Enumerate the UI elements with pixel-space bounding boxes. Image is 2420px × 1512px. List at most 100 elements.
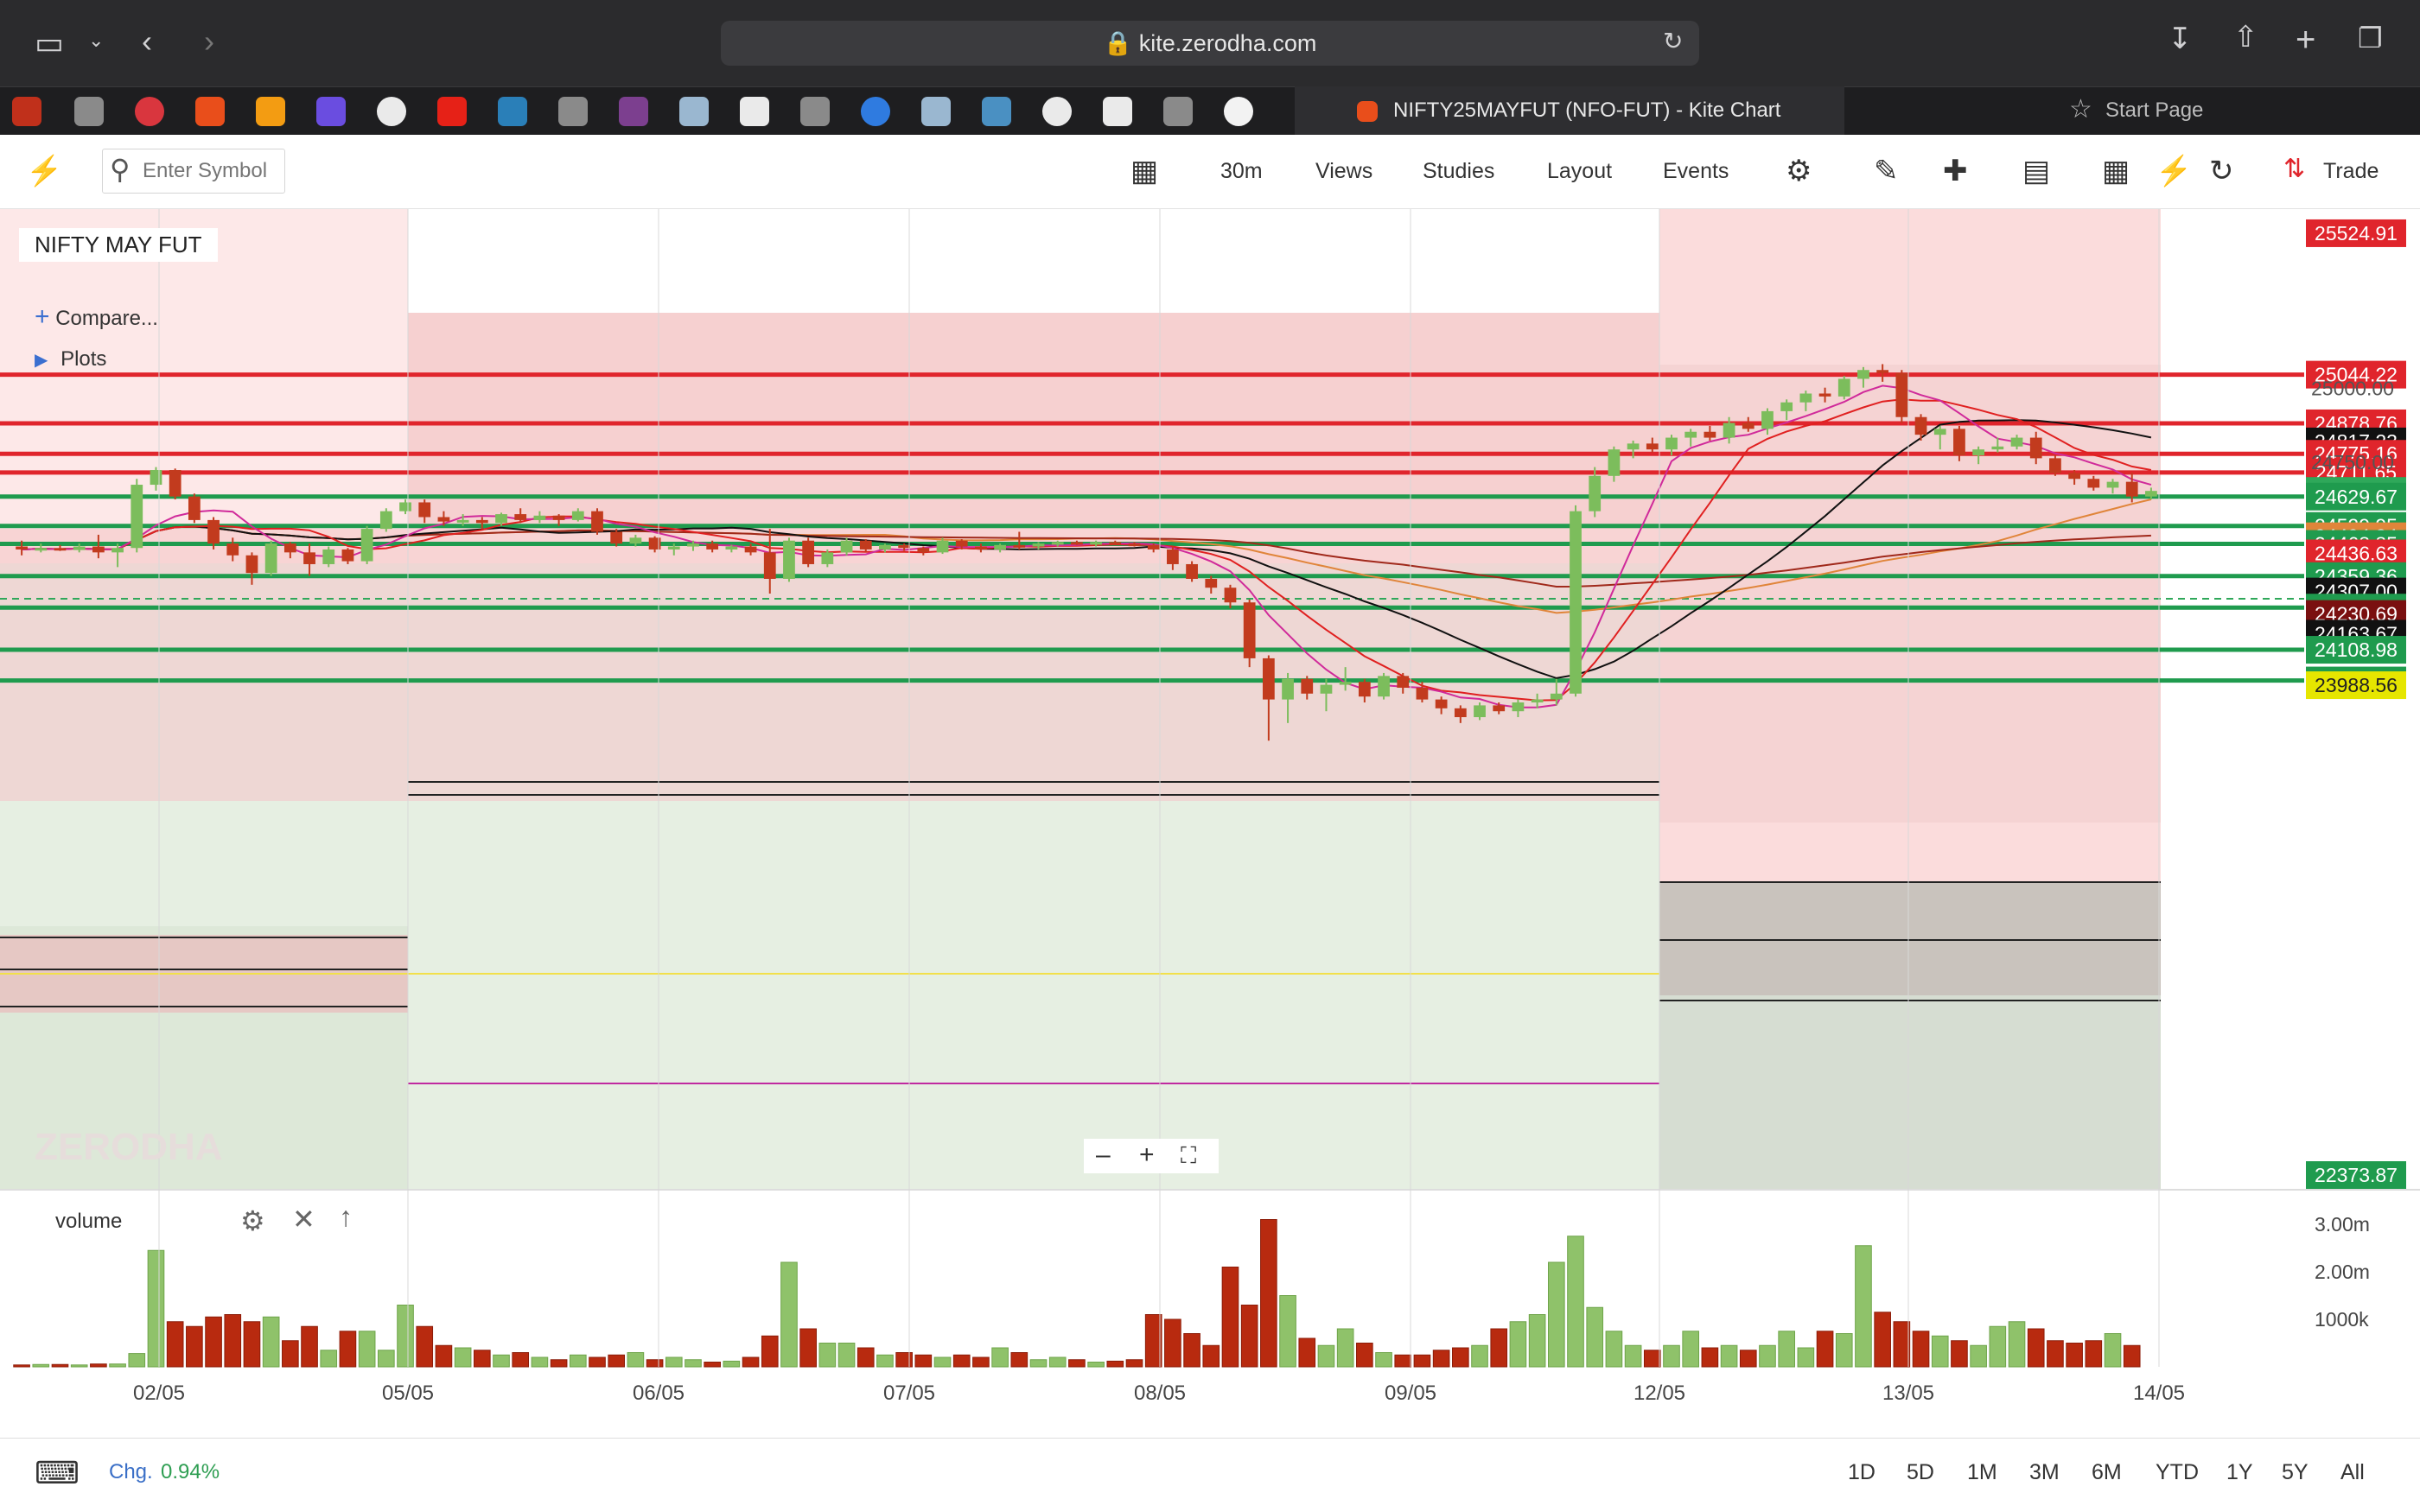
candle-body — [1972, 449, 1985, 455]
zoom-in-icon[interactable]: + — [1139, 1140, 1155, 1169]
download-icon[interactable]: ↧ — [2168, 22, 2193, 55]
table-icon[interactable]: ▦ — [2102, 155, 2130, 187]
volume-settings-gear-icon[interactable]: ⚙ — [240, 1205, 265, 1236]
range-6m[interactable]: 6M — [2092, 1460, 2122, 1484]
candle-body — [783, 540, 795, 579]
candle-body — [1991, 446, 2004, 450]
tab-overview-icon[interactable]: ❐ — [2358, 22, 2383, 54]
favicon-bar-chart[interactable] — [256, 97, 285, 126]
volume-bar — [1490, 1328, 1508, 1368]
chevron-down-icon[interactable]: ⌄ — [88, 29, 105, 51]
trade-arrows-icon[interactable]: ⇅ — [2283, 155, 2306, 183]
chart-area[interactable]: 25524.9125044.2224878.7624817.2324775.16… — [0, 209, 2420, 1445]
candle-body — [73, 546, 86, 550]
layout-dropdown[interactable]: Layout — [1547, 159, 1613, 183]
range-1d[interactable]: 1D — [1848, 1460, 1876, 1484]
range-1y[interactable]: 1Y — [2226, 1460, 2253, 1484]
range-ytd[interactable]: YTD — [2156, 1460, 2199, 1484]
gear-icon[interactable]: ⚙ — [1786, 155, 1812, 187]
tab-kite-chart[interactable] — [1295, 86, 1844, 135]
volume-bar — [1931, 1335, 1949, 1368]
range-all[interactable]: All — [2340, 1460, 2365, 1484]
candle-body — [1090, 542, 1102, 545]
refresh-icon[interactable]: ↻ — [2209, 155, 2234, 187]
range-3m[interactable]: 3M — [2029, 1460, 2060, 1484]
favicon-pinterest[interactable] — [135, 97, 164, 126]
chart-svg[interactable]: 25524.9125044.2224878.7624817.2324775.16… — [0, 209, 2420, 1445]
candle-body — [111, 548, 124, 553]
favicon-grey-g-3[interactable] — [800, 97, 830, 126]
volume-bar — [704, 1362, 721, 1368]
x-tick-label: 05/05 — [382, 1382, 434, 1405]
trade-button[interactable]: Trade — [2323, 159, 2379, 183]
candle-body — [1013, 544, 1026, 548]
volume-close-icon[interactable]: ✕ — [292, 1204, 315, 1235]
flash-icon[interactable]: ⚡ — [2156, 155, 2193, 187]
favicon-bus[interactable] — [679, 97, 709, 126]
kite-bolt-icon[interactable]: ⚡ — [26, 155, 63, 187]
favicon-grey-g-2[interactable] — [558, 97, 588, 126]
volume-move-up-icon[interactable]: ↑ — [339, 1201, 353, 1232]
favicon-u[interactable] — [1163, 97, 1193, 126]
favicon-cloud[interactable] — [982, 97, 1011, 126]
candle-body — [629, 537, 642, 544]
sidebar-toggle-icon[interactable]: ▭ — [35, 25, 65, 60]
favicon-google[interactable] — [1224, 97, 1253, 126]
candle-body — [994, 544, 1006, 550]
candle-body — [667, 546, 680, 550]
favicon-grey-g[interactable] — [74, 97, 104, 126]
candle-body — [1818, 393, 1831, 397]
symbol-search[interactable]: ⚲ — [102, 149, 285, 194]
favicon-chatgpt-2[interactable] — [1042, 97, 1072, 126]
studies-dropdown[interactable]: Studies — [1423, 159, 1495, 183]
price-tag-bg — [2306, 360, 2406, 389]
favicon-youtube[interactable] — [437, 97, 467, 126]
volume-bar — [991, 1347, 1009, 1368]
crosshair-icon[interactable]: ✚ — [1943, 155, 1968, 187]
interval-dropdown[interactable]: 30m — [1220, 159, 1263, 183]
zoom-out-icon[interactable]: – — [1096, 1140, 1111, 1169]
reload-icon[interactable]: ↻ — [1663, 28, 1684, 54]
volume-bar — [1912, 1331, 1930, 1368]
volume-bar — [454, 1347, 472, 1368]
favicon-red-arrow[interactable] — [12, 97, 41, 126]
comment-icon[interactable]: ▤ — [2022, 155, 2051, 187]
favicon-ci[interactable] — [498, 97, 527, 126]
volume-bar — [1509, 1321, 1527, 1368]
range-1m[interactable]: 1M — [1967, 1460, 1997, 1484]
favicon-kite-orange[interactable] — [195, 97, 225, 126]
volume-bar — [51, 1363, 69, 1368]
forward-icon[interactable]: › — [204, 23, 214, 59]
events-dropdown[interactable]: Events — [1663, 159, 1729, 183]
views-dropdown[interactable]: Views — [1315, 159, 1373, 183]
favicon-chatgpt[interactable] — [377, 97, 406, 126]
range-5d[interactable]: 5D — [1907, 1460, 1934, 1484]
favicon-purple-app[interactable] — [316, 97, 346, 126]
pencil-draw-icon[interactable]: ✎ — [1874, 155, 1899, 187]
favicon-record[interactable] — [1103, 97, 1132, 126]
keyboard-icon[interactable]: ⌨ — [35, 1455, 80, 1490]
volume-bar — [1183, 1333, 1200, 1368]
plots-toggle[interactable]: ▶ Plots — [35, 347, 106, 372]
candlestick-chart-type-icon[interactable]: ▦ — [1130, 155, 1159, 187]
candle-body — [2125, 481, 2138, 497]
volume-bar — [1240, 1305, 1258, 1368]
share-icon[interactable]: ⇧ — [2233, 21, 2258, 54]
favicon-n-blue[interactable] — [861, 97, 890, 126]
address-bar[interactable]: 🔒 kite.zerodha.com ↻ — [721, 21, 1699, 66]
favicon-news[interactable] — [740, 97, 769, 126]
favicon-bus-2[interactable] — [921, 97, 951, 126]
back-icon[interactable]: ‹ — [142, 23, 152, 59]
volume-bar — [1989, 1325, 2007, 1368]
range-5y[interactable]: 5Y — [2282, 1460, 2309, 1484]
compare-button[interactable]: + Compare... — [35, 302, 158, 332]
new-tab-icon[interactable]: + — [2296, 21, 2316, 59]
fullscreen-icon[interactable]: ⛶ — [1181, 1142, 1197, 1168]
volume-bar — [1605, 1331, 1623, 1368]
favicon-mixed[interactable] — [619, 97, 648, 126]
candle-body — [418, 502, 431, 518]
symbol-search-input[interactable] — [143, 156, 281, 186]
tab-start-page[interactable]: Start Page — [2105, 98, 2204, 122]
zone-top-pink — [408, 313, 1659, 529]
url-text[interactable]: 🔒 kite.zerodha.com — [1103, 30, 1317, 56]
